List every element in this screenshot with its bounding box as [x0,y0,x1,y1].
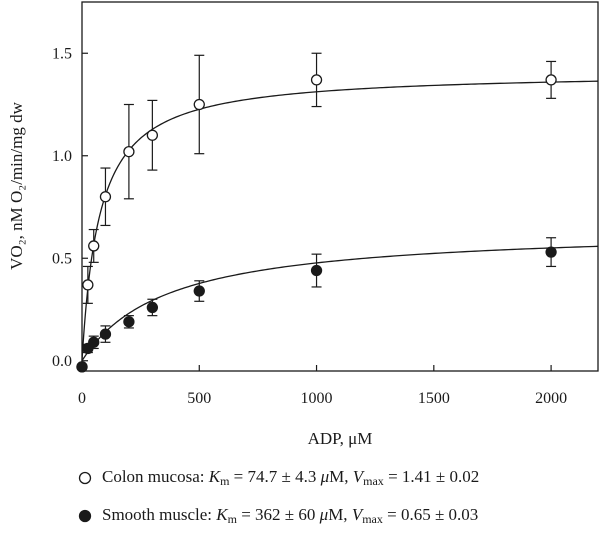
data-point-smooth-muscle-2 [88,336,100,348]
y-tick-label-3: 1.5 [52,45,72,62]
data-point-colon-mucosa-6 [193,98,205,111]
legend-vmax-sub-smooth: max [362,512,383,526]
data-point-colon-mucosa-3 [99,191,112,203]
y-tick-label-2: 1.0 [52,148,72,165]
legend-vmax-value-smooth: = 0.65 ± 0.03 [387,505,479,524]
x-axis-title: ADP, μM [308,429,373,448]
legend-label-smooth: Smooth muscle: [102,505,213,524]
legend-km-unit-colon: M, [329,467,349,486]
data-point-colon-mucosa-7 [310,74,323,86]
legend-km-sub-smooth: m [227,512,237,526]
legend-marker-filled-circle [78,509,92,523]
data-point-smooth-muscle-3 [99,328,112,340]
data-point-colon-mucosa-4 [123,145,135,158]
data-point-smooth-muscle-8 [545,246,557,258]
data-point-smooth-muscle-5 [146,301,159,314]
data-point-smooth-muscle-4 [123,316,135,328]
legend-km-unit-mu-colon: μ [320,467,330,486]
legend-vmax-value-colon: = 1.41 ± 0.02 [388,467,480,486]
legend-km-sub-colon: m [220,474,230,488]
legend-item-colon-mucosa: Colon mucosa: Km = 74.7 ± 4.3 μM, Vmax =… [78,465,479,489]
legend-vmax-sub-colon: max [363,474,384,488]
data-point-smooth-muscle-0 [76,361,88,373]
legend-vmax-symbol-colon: V [352,467,364,486]
fit-curves [81,80,599,362]
fit-curve-colon-mucosa [81,80,599,361]
data-point-colon-mucosa-1 [82,279,94,291]
x-tick-label-3: 1500 [418,390,450,407]
legend-km-unit-mu-smooth: μ [319,505,329,524]
data-points [76,74,557,373]
data-point-colon-mucosa-8 [545,74,557,86]
x-tick-label-4: 2000 [535,390,567,407]
ticks: 0 500 1000 1500 2000 0.0 0.5 1.0 1.5 [52,45,567,407]
legend-km-value-colon: = 74.7 ± 4.3 [233,467,317,486]
data-point-colon-mucosa-5 [146,129,159,141]
legend-km-symbol-smooth: K [216,505,228,524]
x-tick-label-0: 0 [78,390,86,407]
y-tick-label-0: 0.0 [52,353,72,370]
legend-label-colon: Colon mucosa: [102,467,205,486]
plot-frame [81,1,599,372]
x-tick-label-1: 500 [187,390,211,407]
legend-km-symbol-colon: K [208,467,221,486]
y-tick-label-1: 0.5 [52,250,72,267]
y-axis-title: VO₂, nM O₂/min/mg dw [7,101,26,269]
data-point-smooth-muscle-6 [193,285,205,297]
data-point-colon-mucosa-2 [88,240,100,252]
data-point-smooth-muscle-7 [310,264,323,277]
legend-km-unit-smooth: M, [328,505,348,524]
fit-curve-smooth-muscle [81,245,599,362]
legend-item-smooth-muscle: Smooth muscle: Km = 362 ± 60 μM, Vmax = … [78,503,478,527]
x-tick-label-2: 1000 [301,390,333,407]
legend-km-value-smooth: = 362 ± 60 [241,505,316,524]
legend-marker-open-circle [78,471,92,485]
legend-vmax-symbol-smooth: V [351,505,363,524]
